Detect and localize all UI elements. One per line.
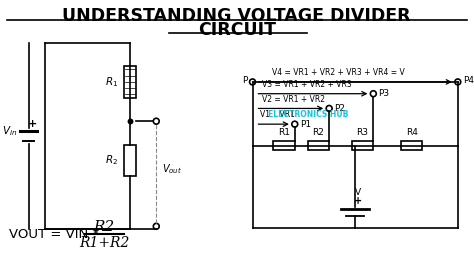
Text: $R_1$: $R_1$ — [105, 75, 118, 89]
Text: P2: P2 — [334, 104, 345, 113]
Bar — [124, 66, 136, 98]
Bar — [273, 141, 295, 150]
Bar — [124, 145, 136, 176]
Text: P4: P4 — [463, 76, 474, 85]
Text: V4 = VR1 + VR2 + VR3 + VR4 = V: V4 = VR1 + VR2 + VR3 + VR4 = V — [272, 68, 405, 77]
Text: V3 = VR1 + VR2 + VR3: V3 = VR1 + VR2 + VR3 — [262, 80, 352, 89]
Text: $R_2$: $R_2$ — [105, 153, 118, 167]
Bar — [308, 141, 329, 150]
Text: +: + — [28, 119, 37, 129]
Text: R1+R2: R1+R2 — [79, 236, 129, 250]
Text: V2 = VR1 + VR2: V2 = VR1 + VR2 — [262, 94, 325, 103]
Text: P: P — [242, 76, 247, 85]
Text: +: + — [354, 196, 362, 206]
Text: CIRCUIT: CIRCUIT — [198, 21, 276, 39]
Bar — [401, 141, 422, 150]
Text: R4: R4 — [406, 128, 418, 138]
Bar — [352, 141, 374, 150]
Text: P1: P1 — [300, 120, 311, 129]
Text: UNDERSTANDING VOLTAGE DIVIDER: UNDERSTANDING VOLTAGE DIVIDER — [63, 7, 411, 25]
Text: V1    VR1: V1 VR1 — [260, 110, 295, 119]
Text: $V_{in}$: $V_{in}$ — [1, 124, 17, 138]
Text: R1: R1 — [278, 128, 290, 138]
Text: R2: R2 — [312, 128, 324, 138]
Text: ELECTRONICS HUB: ELECTRONICS HUB — [268, 110, 349, 119]
Text: P3: P3 — [378, 89, 389, 98]
Text: VOUT = VIN *: VOUT = VIN * — [9, 228, 103, 241]
Text: R3: R3 — [356, 128, 368, 138]
Text: V: V — [355, 188, 361, 197]
Text: R2: R2 — [93, 220, 115, 234]
Text: $V_{out}$: $V_{out}$ — [162, 162, 182, 176]
